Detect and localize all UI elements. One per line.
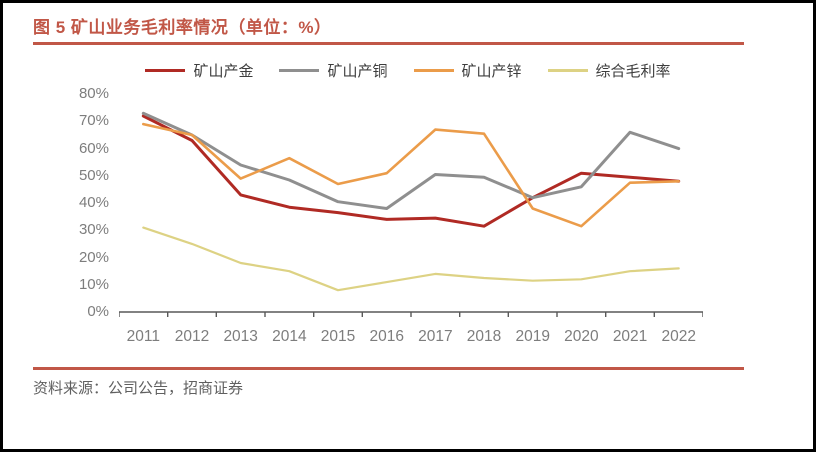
y-tick-label: 50% bbox=[78, 166, 109, 184]
figure-title: 图 5 矿山业务毛利率情况（单位：%） bbox=[33, 18, 332, 37]
x-axis-labels: 2011 2012 2013 2014 2015 2016 2017 2018 2019 2020… bbox=[119, 328, 703, 346]
y-tick-label: 20% bbox=[78, 248, 109, 266]
chart-legend: 矿山产金 矿山产铜 矿山产锌 综合毛利率 bbox=[3, 60, 813, 80]
y-tick-label: 60% bbox=[78, 139, 109, 157]
y-tick-label: 10% bbox=[78, 275, 109, 293]
x-tick-label: 2016 bbox=[369, 328, 404, 345]
x-tick-label: 2021 bbox=[612, 328, 648, 345]
x-tick-label: 2014 bbox=[272, 328, 307, 345]
series-line-3 bbox=[142, 226, 680, 292]
y-tick-label: 30% bbox=[78, 221, 109, 239]
legend-label: 矿山产锌 bbox=[461, 62, 522, 80]
x-tick-label: 2017 bbox=[418, 328, 453, 345]
legend-line-swatch bbox=[145, 68, 186, 72]
legend-line-swatch bbox=[547, 68, 588, 72]
legend-line-swatch bbox=[413, 68, 454, 72]
legend-item-3: 综合毛利率 bbox=[547, 60, 671, 81]
x-tick-label: 2012 bbox=[174, 328, 210, 345]
series-line-0 bbox=[141, 114, 681, 228]
line-chart-svg bbox=[119, 111, 703, 317]
footer-rule bbox=[33, 367, 744, 370]
x-tick-label: 2020 bbox=[564, 328, 599, 345]
chart-area: 0% 10% 20% 30% 40% 50% 60% 70% 80% 2011 2012 2013 2… bbox=[33, 85, 813, 348]
legend-item-2: 矿山产锌 bbox=[413, 60, 522, 81]
legend-item-1: 矿山产铜 bbox=[279, 60, 388, 81]
x-tick-label: 2019 bbox=[515, 328, 550, 345]
legend-item-0: 矿山产金 bbox=[145, 60, 253, 81]
title-rule bbox=[33, 42, 744, 45]
legend-label: 矿山产金 bbox=[193, 62, 254, 80]
series-line-2 bbox=[141, 122, 681, 228]
source-note: 资料来源：公司公告，招商证券 bbox=[33, 380, 244, 397]
y-tick-label: 70% bbox=[78, 112, 109, 130]
x-tick-label: 2015 bbox=[320, 328, 356, 345]
y-tick-label: 40% bbox=[78, 194, 109, 212]
series-line-1 bbox=[141, 111, 681, 210]
x-tick-label: 2022 bbox=[661, 328, 696, 345]
y-tick-label: 80% bbox=[78, 85, 109, 103]
x-tick-label: 2011 bbox=[126, 328, 160, 345]
legend-label: 矿山产铜 bbox=[327, 62, 388, 80]
x-tick-label: 2013 bbox=[223, 328, 258, 345]
legend-line-swatch bbox=[279, 68, 320, 72]
legend-label: 综合毛利率 bbox=[595, 62, 671, 80]
y-tick-label: 0% bbox=[87, 303, 109, 320]
x-tick-label: 2018 bbox=[466, 328, 502, 345]
